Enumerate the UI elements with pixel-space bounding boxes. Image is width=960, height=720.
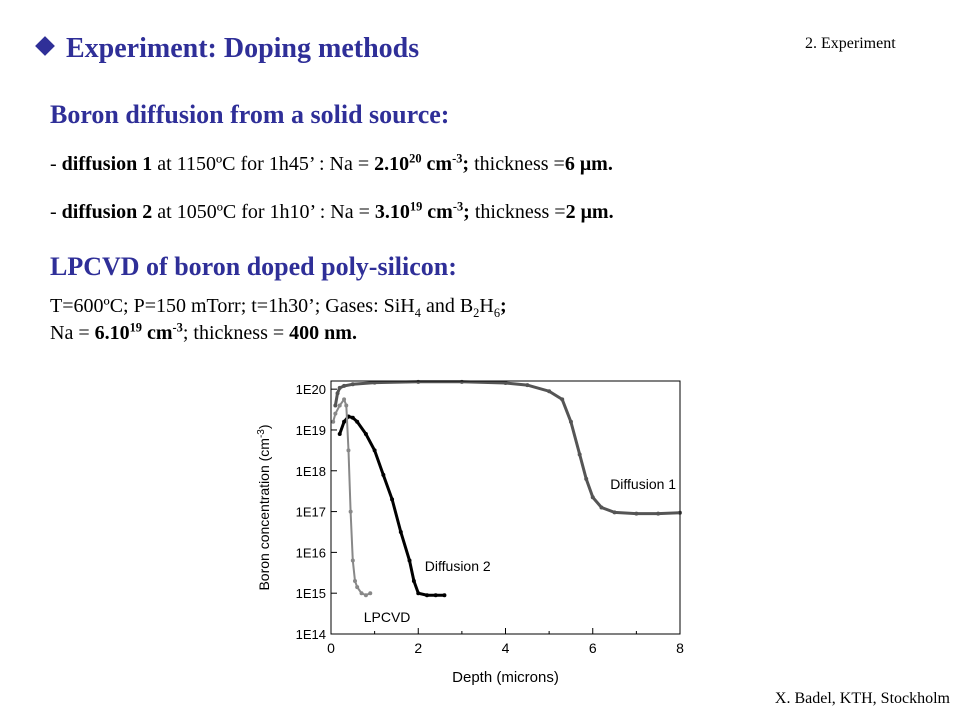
footer-credit: X. Badel, KTH, Stockholm bbox=[774, 690, 950, 707]
y-axis-label: Boron concentration (cm-3) bbox=[256, 424, 273, 590]
data-point-lpcvd bbox=[359, 591, 364, 596]
data-point-diffusion-1 bbox=[503, 381, 508, 386]
series-label-diffusion-1: Diffusion 1 bbox=[610, 476, 676, 492]
data-point-diffusion-1 bbox=[372, 380, 377, 385]
data-point-diffusion-2 bbox=[350, 415, 355, 420]
slide-title: Experiment: Doping methods bbox=[35, 33, 420, 65]
y-tick-label: 1E14 bbox=[296, 627, 326, 642]
data-point-lpcvd bbox=[342, 397, 347, 402]
series-line-diffusion-1 bbox=[333, 380, 681, 516]
diffusion-1-line: - diffusion 1 at 1150ºC for 1h45’ : Na =… bbox=[50, 151, 613, 175]
data-point-diffusion-2 bbox=[442, 593, 447, 598]
series-label-lpcvd: LPCVD bbox=[364, 609, 411, 625]
y-tick-label: 1E15 bbox=[296, 586, 326, 601]
data-point-diffusion-1 bbox=[337, 385, 342, 390]
diamond-bullet-icon bbox=[35, 36, 55, 56]
series-line-diffusion-2 bbox=[338, 414, 445, 597]
data-point-diffusion-2 bbox=[416, 591, 421, 596]
data-point-diffusion-2 bbox=[381, 472, 386, 477]
data-point-diffusion-1 bbox=[525, 383, 530, 388]
data-point-diffusion-1 bbox=[612, 510, 617, 515]
data-point-lpcvd bbox=[368, 591, 373, 596]
y-tick-label: 1E18 bbox=[296, 464, 326, 479]
data-point-diffusion-1 bbox=[335, 391, 340, 396]
data-point-diffusion-2 bbox=[355, 419, 360, 424]
x-tick-label: 6 bbox=[589, 640, 597, 656]
data-point-diffusion-2 bbox=[433, 593, 438, 598]
data-point-diffusion-2 bbox=[342, 419, 347, 424]
data-point-lpcvd bbox=[331, 419, 336, 424]
y-tick-label: 1E19 bbox=[296, 423, 326, 438]
data-point-lpcvd bbox=[350, 558, 355, 563]
boron-profile-chart: 0 2 4 6 8 1E14 1E15 1E16 1E17 1E18 1E19 1E20 Depth … bbox=[256, 379, 684, 686]
data-point-diffusion-1 bbox=[350, 382, 355, 387]
data-point-diffusion-2 bbox=[398, 529, 403, 534]
slide-title-text: Experiment: Doping methods bbox=[66, 33, 420, 64]
data-point-lpcvd bbox=[333, 411, 338, 416]
data-point-diffusion-1 bbox=[584, 476, 589, 481]
data-point-diffusion-2 bbox=[390, 497, 395, 502]
data-point-diffusion-1 bbox=[577, 452, 582, 457]
x-tick-label: 2 bbox=[414, 640, 422, 656]
x-tick-label: 8 bbox=[676, 640, 684, 656]
data-point-diffusion-1 bbox=[590, 495, 595, 500]
data-point-diffusion-2 bbox=[411, 578, 416, 583]
lpcvd-heading: LPCVD of boron doped poly-silicon: bbox=[50, 252, 457, 281]
plot-frame bbox=[330, 380, 681, 635]
data-point-diffusion-2 bbox=[337, 432, 342, 437]
data-point-diffusion-1 bbox=[568, 419, 573, 424]
lpcvd-conditions-line: T=600ºC; P=150 mTorr; t=1h30’; Gases: Si… bbox=[50, 295, 507, 320]
data-point-diffusion-2 bbox=[407, 558, 412, 563]
data-point-lpcvd bbox=[346, 448, 351, 453]
x-tick-label: 4 bbox=[502, 640, 510, 656]
y-tick-label: 1E20 bbox=[296, 382, 326, 397]
boron-diffusion-heading: Boron diffusion from a solid source: bbox=[50, 100, 450, 129]
data-point-diffusion-1 bbox=[560, 397, 565, 402]
data-point-diffusion-1 bbox=[599, 505, 604, 510]
data-point-diffusion-1 bbox=[333, 403, 338, 408]
diffusion-2-line: - diffusion 2 at 1050ºC for 1h10’ : Na =… bbox=[50, 199, 614, 223]
data-point-diffusion-1 bbox=[547, 389, 552, 394]
data-point-diffusion-1 bbox=[634, 511, 639, 516]
data-point-diffusion-2 bbox=[372, 448, 377, 453]
data-point-diffusion-2 bbox=[424, 593, 429, 598]
data-point-diffusion-1 bbox=[342, 383, 347, 388]
data-point-diffusion-2 bbox=[363, 432, 368, 437]
data-point-lpcvd bbox=[337, 403, 342, 408]
data-point-diffusion-1 bbox=[416, 379, 421, 384]
data-point-lpcvd bbox=[355, 585, 360, 590]
data-point-lpcvd bbox=[363, 593, 368, 598]
x-axis-label: Depth (microns) bbox=[452, 669, 559, 686]
data-point-lpcvd bbox=[352, 578, 357, 583]
y-tick-label: 1E16 bbox=[296, 545, 326, 560]
series-line-lpcvd bbox=[332, 397, 371, 597]
lpcvd-na-line: Na = 6.1019 cm-3; thickness = 400 nm. bbox=[50, 320, 357, 344]
data-point-lpcvd bbox=[348, 509, 353, 514]
x-tick-label: 0 bbox=[327, 640, 335, 656]
data-point-lpcvd bbox=[344, 403, 349, 408]
data-point-diffusion-1 bbox=[459, 379, 464, 384]
section-tag: 2. Experiment bbox=[805, 35, 896, 52]
y-tick-label: 1E17 bbox=[296, 505, 326, 520]
series-label-diffusion-2: Diffusion 2 bbox=[425, 558, 491, 574]
data-point-diffusion-1 bbox=[656, 511, 661, 516]
